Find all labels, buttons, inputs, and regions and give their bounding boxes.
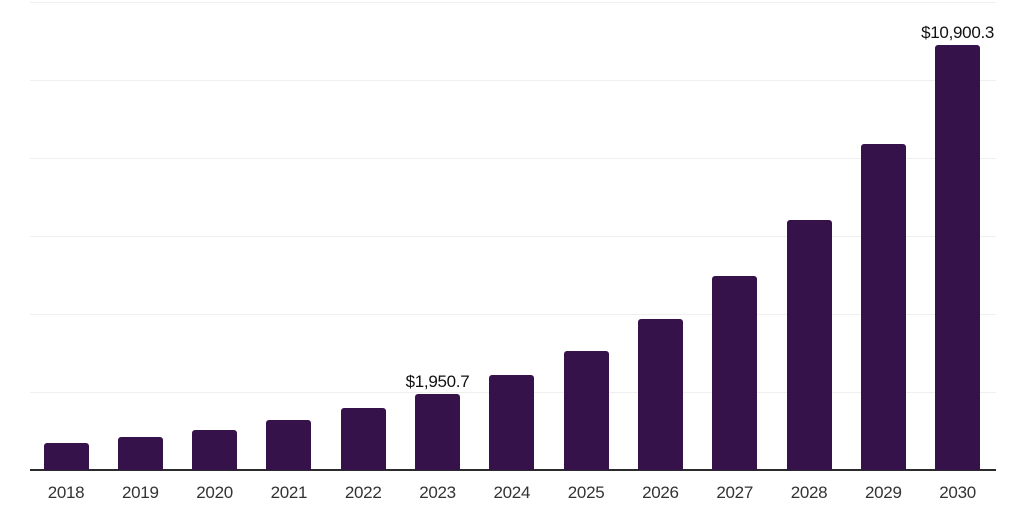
bar-2024	[489, 375, 535, 470]
x-axis-label-2026: 2026	[642, 483, 679, 502]
x-axis-label-2030: 2030	[939, 483, 976, 502]
bar-2027	[712, 275, 758, 470]
gridline-10000	[30, 80, 996, 81]
x-axis-label-2028: 2028	[790, 483, 828, 502]
bar-2021	[266, 419, 312, 470]
gridline-4000	[30, 314, 996, 315]
bar-2028	[786, 220, 832, 470]
bar-2022	[340, 408, 386, 470]
gridline-8000	[30, 158, 996, 159]
gridline-12000	[30, 2, 996, 3]
bar-2030	[935, 44, 981, 470]
x-axis-label-2022: 2022	[344, 483, 382, 502]
value-label-2030: $10,900.3	[921, 22, 995, 42]
bar-2019	[117, 437, 163, 470]
bar-2025	[563, 350, 609, 470]
x-axis-label-2021: 2021	[270, 483, 308, 502]
value-label-2023: $1,950.7	[405, 371, 470, 391]
bar-2029	[860, 144, 906, 470]
bar-2018	[43, 443, 89, 470]
x-axis-label-2025: 2025	[567, 483, 605, 502]
gridline-6000	[30, 236, 996, 237]
x-axis-label-2027: 2027	[716, 483, 753, 502]
x-axis-line	[30, 469, 996, 471]
x-axis-label-2019: 2019	[121, 483, 159, 502]
bar-2026	[637, 319, 683, 470]
x-axis-label-2024: 2024	[493, 483, 531, 502]
bar-2020	[192, 429, 238, 470]
x-axis-label-2023: 2023	[419, 483, 456, 502]
x-axis-label-2029: 2029	[864, 483, 902, 502]
x-axis-label-2020: 2020	[196, 483, 233, 502]
x-axis-label-2018: 2018	[47, 483, 85, 502]
bar-2023	[415, 393, 460, 470]
